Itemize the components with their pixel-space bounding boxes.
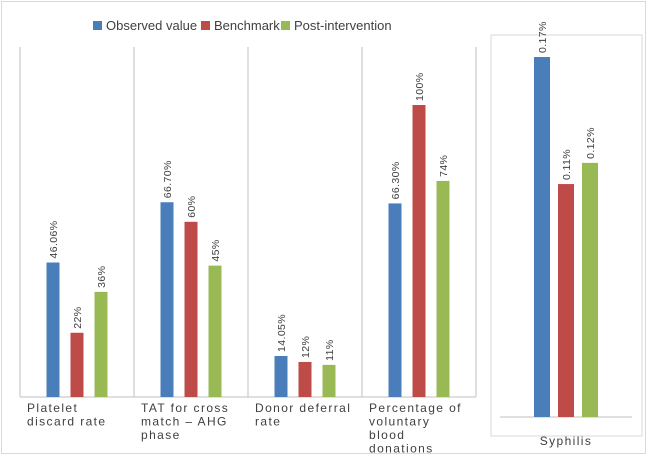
category-label-4-line-4: donations bbox=[369, 442, 434, 456]
value-label-post-4: 74% bbox=[438, 155, 450, 177]
value-label-benchmark-1: 22% bbox=[72, 307, 84, 329]
category-label-4-line-3: blood bbox=[369, 428, 405, 442]
category-label-1-line-1: Platelet bbox=[27, 401, 78, 415]
legend: Observed value Benchmark Post-intervention bbox=[93, 18, 392, 33]
syphilis-chart: 0.17% 0.11% 0.12% Syphilis bbox=[490, 21, 643, 448]
value-label-observed-3: 14.05% bbox=[276, 314, 288, 352]
value-label-post-3: 11% bbox=[324, 339, 336, 360]
value-label-benchmark-3: 12% bbox=[300, 336, 312, 358]
category-label-2-line-2: match – AHG bbox=[141, 415, 228, 429]
bar-observed-2 bbox=[160, 202, 174, 397]
legend-label-benchmark: Benchmark bbox=[214, 18, 280, 33]
bar-observed-4 bbox=[388, 203, 402, 397]
value-label-observed-1: 46.06% bbox=[48, 220, 60, 258]
value-label-observed-4: 66.30% bbox=[390, 161, 402, 199]
category-label-4-line-1: Percentage of bbox=[369, 401, 462, 415]
value-label-observed-2: 66.70% bbox=[162, 160, 174, 198]
syphilis-value-label-post-1: 0.12% bbox=[585, 127, 597, 159]
legend-label-post: Post-intervention bbox=[294, 18, 392, 33]
syphilis-panel-border bbox=[490, 34, 643, 437]
category-label-2-line-3: phase bbox=[141, 428, 181, 442]
bar-post-3 bbox=[322, 364, 336, 397]
category-label-3-line-1: Donor deferral bbox=[255, 401, 351, 415]
value-label-post-2: 45% bbox=[210, 239, 222, 261]
syphilis-value-label-benchmark-1: 0.11% bbox=[561, 149, 573, 180]
bar-benchmark-4 bbox=[412, 105, 426, 397]
bar-post-1 bbox=[94, 291, 108, 397]
syphilis-bar-observed-1 bbox=[534, 57, 550, 417]
value-label-benchmark-2: 60% bbox=[186, 196, 198, 218]
syphilis-bar-benchmark-1 bbox=[558, 184, 574, 417]
legend-swatch-observed bbox=[93, 21, 102, 30]
syphilis-value-label-observed-1: 0.17% bbox=[537, 21, 549, 53]
bar-observed-3 bbox=[274, 355, 288, 397]
syphilis-category-label-1-line-1: Syphilis bbox=[540, 434, 593, 448]
bar-benchmark-3 bbox=[298, 361, 312, 397]
bar-post-2 bbox=[208, 265, 222, 397]
value-label-benchmark-4: 100% bbox=[414, 73, 426, 101]
bar-post-4 bbox=[436, 180, 450, 397]
bar-observed-1 bbox=[46, 262, 60, 397]
bar-benchmark-2 bbox=[184, 221, 198, 397]
category-label-4-line-2: voluntary bbox=[369, 415, 430, 429]
syphilis-bar-post-1 bbox=[582, 162, 598, 417]
category-label-2-line-1: TAT for cross bbox=[141, 401, 229, 415]
category-label-1-line-2: discard rate bbox=[27, 415, 107, 429]
category-label-3-line-2: rate bbox=[255, 415, 281, 429]
legend-swatch-benchmark bbox=[201, 21, 210, 30]
value-label-post-1: 36% bbox=[96, 266, 108, 288]
bar-benchmark-1 bbox=[70, 332, 84, 397]
legend-label-observed: Observed value bbox=[106, 18, 197, 33]
legend-swatch-post bbox=[281, 21, 290, 30]
